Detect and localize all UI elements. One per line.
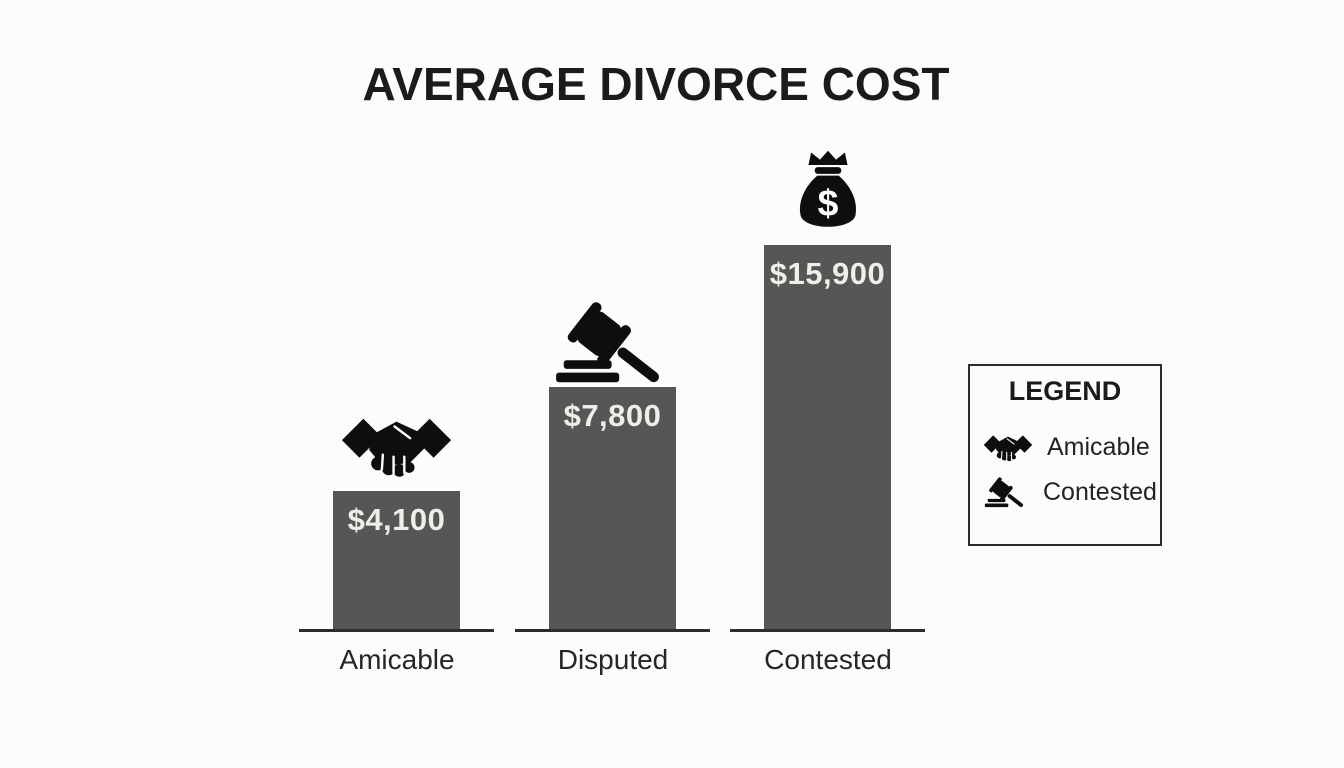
- baseline-contested: [730, 629, 925, 632]
- bar-value-contested: $15,900: [769, 256, 886, 291]
- gavel-icon: [548, 299, 678, 387]
- legend-row-amicable: Amicable: [982, 431, 1160, 464]
- gavel-icon: [982, 476, 1030, 509]
- baseline-disputed: [515, 629, 710, 632]
- bar-value-disputed: $7,800: [563, 398, 662, 433]
- bar-value-amicable: $4,100: [347, 502, 446, 537]
- bar-amicable: $4,100: [333, 491, 460, 629]
- money-bag-icon: [788, 148, 868, 237]
- baseline-amicable: [299, 629, 494, 632]
- category-label-disputed: Disputed: [557, 644, 669, 675]
- handshake-icon: [982, 431, 1034, 464]
- legend-row-contested: Contested: [982, 476, 1160, 509]
- category-label-amicable: Amicable: [339, 644, 455, 675]
- legend-label-amicable: Amicable: [1047, 433, 1150, 461]
- handshake-icon: [338, 408, 455, 484]
- legend-title: LEGEND: [1008, 376, 1122, 406]
- legend-label-contested: Contested: [1043, 478, 1157, 506]
- chart-title: AVERAGE DIVORCE COST: [362, 58, 950, 110]
- bar-disputed: $7,800: [549, 387, 676, 629]
- bar-contested: $15,900: [764, 245, 891, 629]
- legend-box: LEGEND Amicable Contested: [968, 364, 1162, 546]
- category-label-contested: Contested: [764, 644, 892, 675]
